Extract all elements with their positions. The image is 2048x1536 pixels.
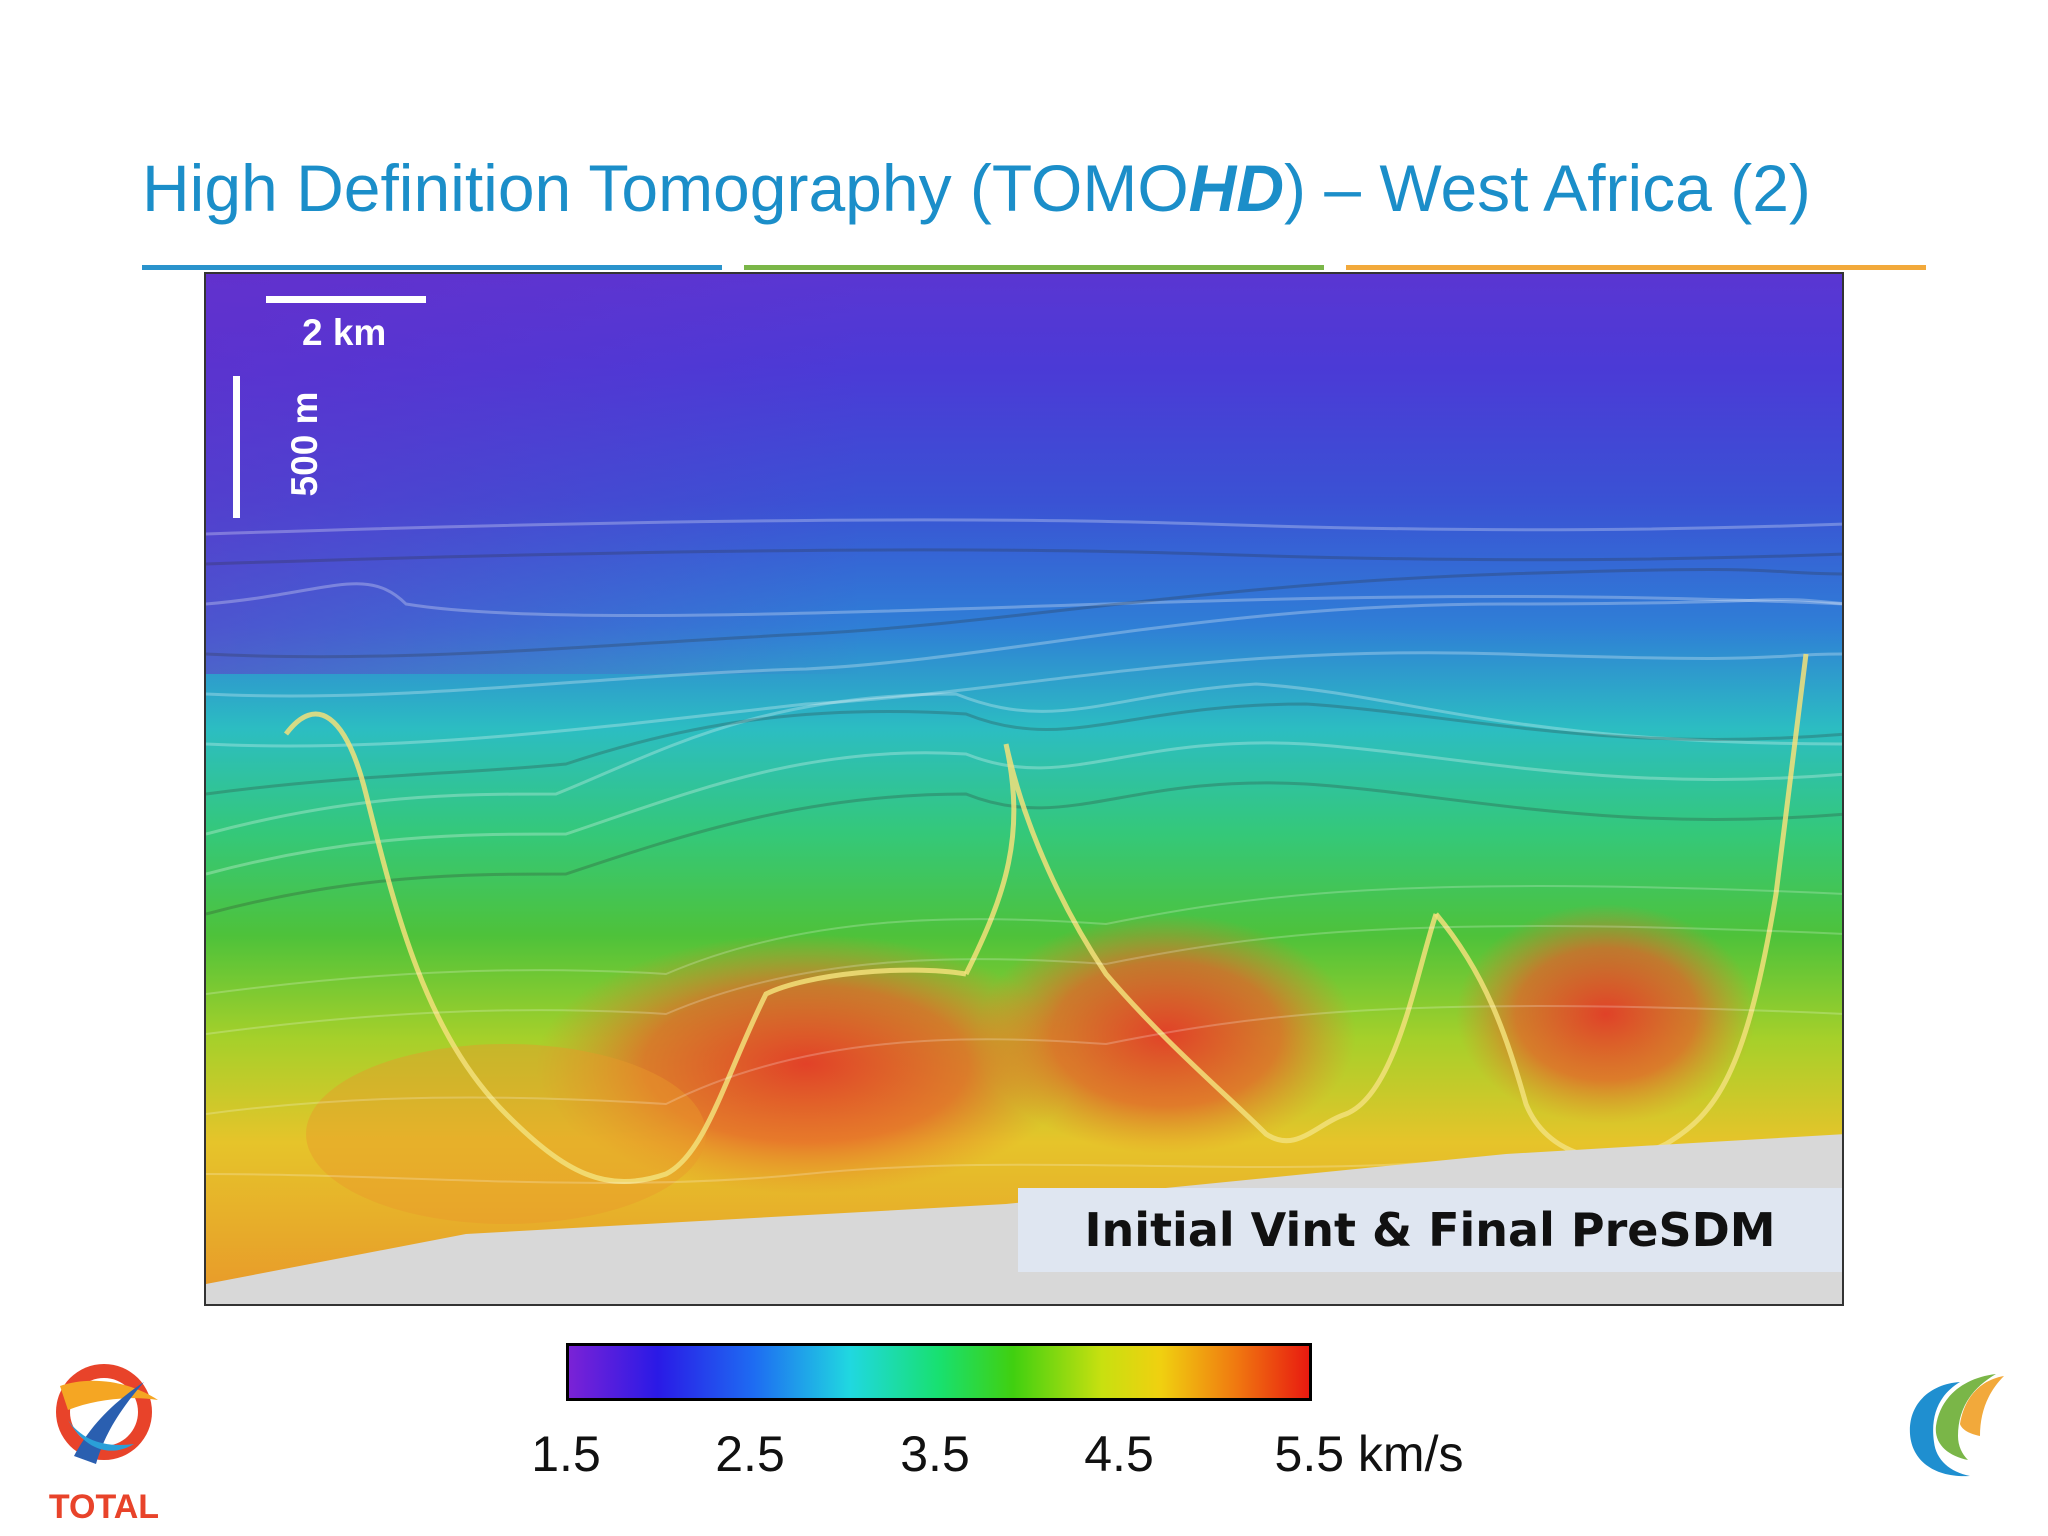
slide-title: High Definition Tomography (TOMOHD) – We… — [142, 150, 1811, 226]
total-logo-text: TOTAL — [49, 1488, 159, 1526]
scale-label-vertical: 500 m — [284, 391, 325, 497]
scale-label-horizontal: 2 km — [302, 312, 387, 353]
colorbar-tick: 5.5 km/s — [1274, 1426, 1464, 1482]
colorbar-tick: 3.5 — [900, 1426, 970, 1482]
total-logo: TOTAL — [38, 1340, 178, 1535]
company-logo — [1900, 1364, 2010, 1489]
title-rule-orange — [1346, 265, 1926, 270]
colorbar-tick: 2.5 — [715, 1426, 785, 1482]
scale-bar-horizontal — [266, 296, 426, 303]
seismic-section-svg — [206, 274, 1842, 1304]
scale-bar-vertical — [233, 376, 240, 518]
company-logo-icon — [1909, 1374, 2004, 1477]
velocity-colorbar — [566, 1343, 1312, 1401]
title-emphasis: HD — [1188, 151, 1284, 225]
colorbar-tick: 1.5 — [531, 1426, 601, 1482]
title-prefix: High Definition Tomography (TOMO — [142, 151, 1189, 225]
seismic-section-image — [204, 272, 1844, 1306]
title-suffix: ) – West Africa (2) — [1283, 151, 1811, 225]
title-rule-green — [744, 265, 1324, 270]
total-logo-icon: TOTAL — [49, 1364, 159, 1526]
section-label: Initial Vint & Final PreSDM — [1084, 1203, 1776, 1257]
section-label-box: Initial Vint & Final PreSDM — [1018, 1188, 1842, 1272]
colorbar-tick: 4.5 — [1084, 1426, 1154, 1482]
title-rule-blue — [142, 265, 722, 270]
